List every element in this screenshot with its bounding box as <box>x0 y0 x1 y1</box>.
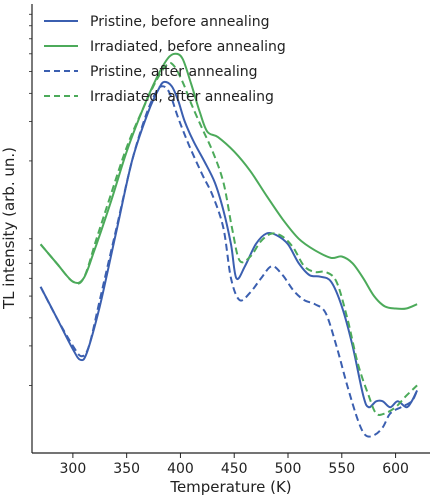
legend: Pristine, before annealing Irradiated, be… <box>44 14 286 105</box>
x-tick-label: 550 <box>328 461 355 477</box>
y-axis-minor-ticks <box>29 13 32 386</box>
plot-frame <box>31 4 430 454</box>
legend-label-3: Pristine, after annealing <box>90 64 258 80</box>
x-tick-label: 450 <box>221 461 248 477</box>
legend-label-4: Irradiated, after annealing <box>90 89 274 105</box>
legend-label-1: Pristine, before annealing <box>90 14 269 30</box>
y-axis-label: TL intensity (arb. un.) <box>0 147 18 310</box>
series-layer <box>39 52 419 438</box>
x-tick-label: 600 <box>382 461 409 477</box>
series-line-4 <box>39 61 418 417</box>
x-axis-ticks: 300 350 400 450 500 550 600 <box>60 453 409 477</box>
series-line-1 <box>39 80 418 409</box>
x-tick-label: 350 <box>113 461 140 477</box>
x-axis-label: Temperature (K) <box>169 478 291 496</box>
x-tick-label: 300 <box>60 461 87 477</box>
x-tick-label: 500 <box>275 461 302 477</box>
series-line-3 <box>39 85 419 438</box>
series-line-2 <box>39 52 418 310</box>
x-tick-label: 400 <box>167 461 194 477</box>
legend-label-2: Irradiated, before annealing <box>90 39 286 55</box>
